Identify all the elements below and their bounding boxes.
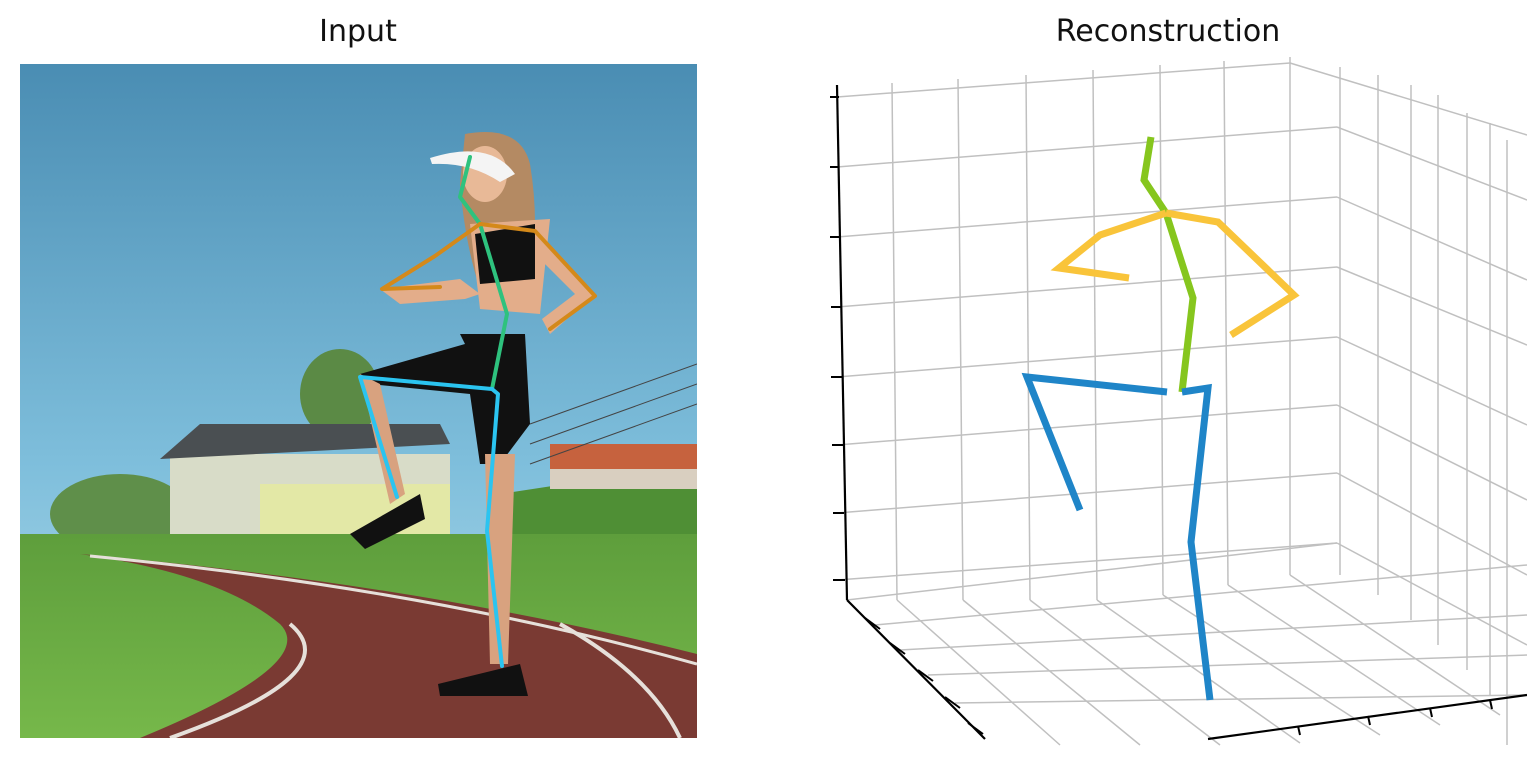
left-arm-3d [1050, 209, 1168, 282]
input-title: Input [319, 14, 397, 49]
houses [550, 469, 697, 489]
right-arm-3d [1165, 209, 1300, 338]
axes-3d [830, 84, 1527, 741]
input-image-panel [20, 64, 697, 738]
standing-shoe [438, 664, 528, 696]
shorts [360, 334, 530, 464]
houses-roof [550, 444, 697, 469]
fence [529, 363, 697, 465]
track-line-right [559, 622, 682, 738]
right-leg-2d [485, 387, 504, 668]
right-arm-2d [478, 222, 597, 331]
grid-3d [836, 57, 1527, 746]
skeleton-3d [1021, 136, 1300, 701]
visor [430, 151, 515, 182]
left-leg-2d [358, 375, 494, 499]
sports-bra [475, 224, 535, 284]
track-line-outer [89, 554, 697, 666]
athlete [350, 132, 595, 696]
head-spine-3d [1140, 136, 1197, 393]
raised-shoe [350, 494, 425, 549]
reconstruction-title: Reconstruction [1055, 14, 1281, 49]
reconstruction-panel [800, 55, 1527, 759]
left-leg-3d [1021, 372, 1168, 512]
skeleton-2d [358, 155, 597, 668]
right-leg-3d [1181, 383, 1214, 701]
input-image [20, 64, 697, 738]
tree-center [300, 349, 380, 439]
running-track [80, 554, 697, 738]
left-arm-2d [380, 222, 482, 291]
reconstruction-plot [830, 57, 1527, 746]
track-line-inner [169, 622, 307, 738]
